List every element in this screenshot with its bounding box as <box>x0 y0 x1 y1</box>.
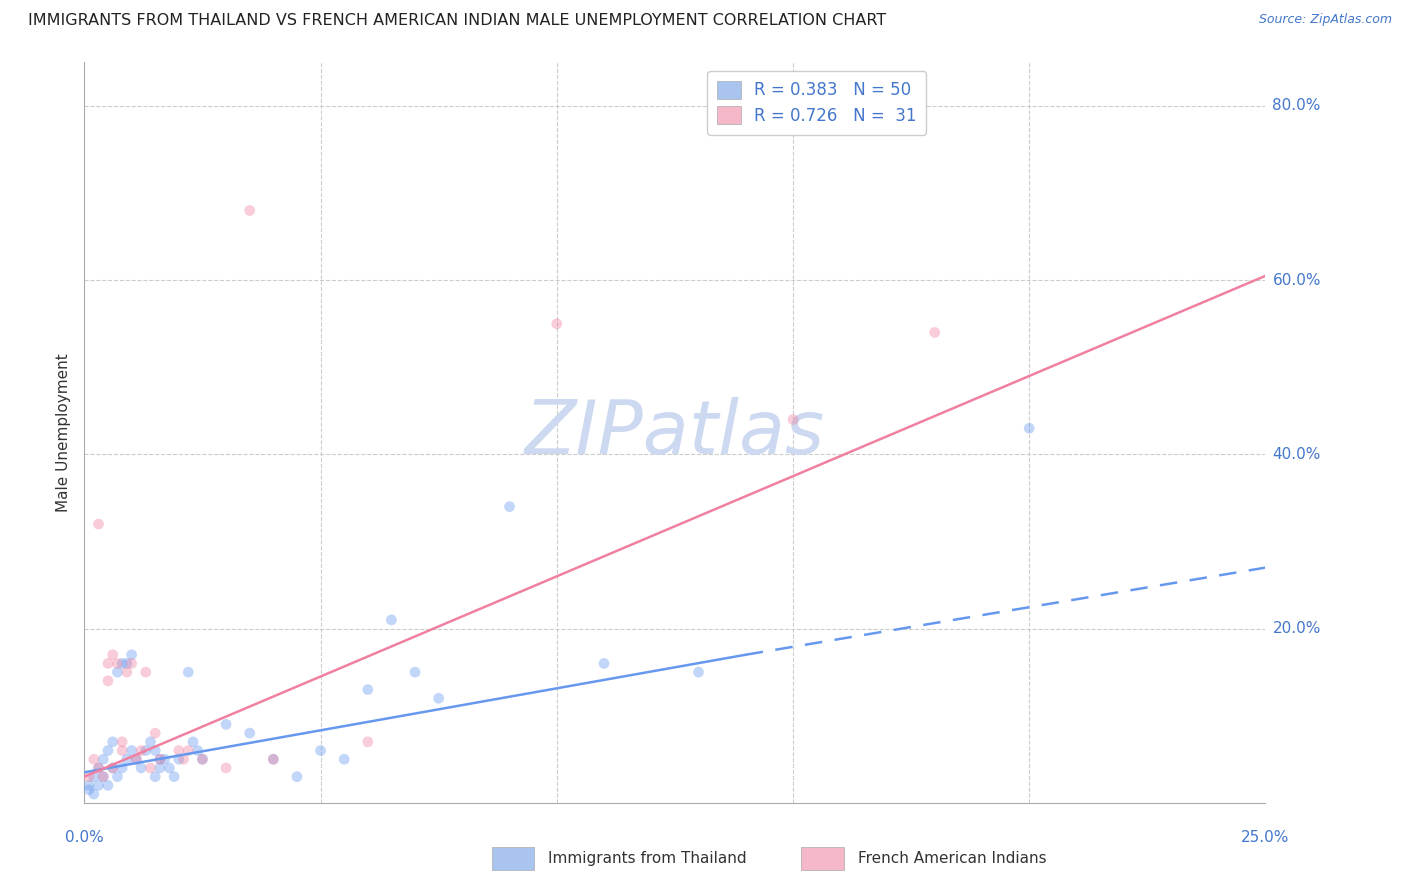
Point <box>924 326 946 340</box>
Point <box>380 613 402 627</box>
Text: 80.0%: 80.0% <box>1272 98 1320 113</box>
Point <box>91 770 114 784</box>
Point <box>149 761 172 775</box>
Text: IMMIGRANTS FROM THAILAND VS FRENCH AMERICAN INDIAN MALE UNEMPLOYMENT CORRELATION: IMMIGRANTS FROM THAILAND VS FRENCH AMERI… <box>28 13 886 29</box>
Text: 0.0%: 0.0% <box>65 830 104 845</box>
Text: ZIPatlas: ZIPatlas <box>524 397 825 468</box>
Point <box>404 665 426 680</box>
Point <box>97 743 120 757</box>
Point <box>83 752 105 766</box>
Point <box>1018 421 1040 435</box>
Point <box>135 665 157 680</box>
Point <box>191 752 214 766</box>
Point <box>215 717 238 731</box>
Point <box>143 726 166 740</box>
Point <box>285 770 308 784</box>
Legend: R = 0.383   N = 50, R = 0.726   N =  31: R = 0.383 N = 50, R = 0.726 N = 31 <box>707 70 927 135</box>
Point <box>121 743 143 757</box>
Point <box>333 752 356 766</box>
Point <box>143 743 166 757</box>
Point <box>121 648 143 662</box>
Point <box>177 665 200 680</box>
Point <box>91 770 114 784</box>
Point <box>187 743 209 757</box>
Point <box>167 743 190 757</box>
Point <box>357 682 380 697</box>
Point <box>87 761 110 775</box>
Text: 60.0%: 60.0% <box>1272 273 1320 288</box>
Point <box>115 657 138 671</box>
Point <box>111 657 134 671</box>
Point <box>87 778 110 792</box>
Point <box>107 665 129 680</box>
Text: 40.0%: 40.0% <box>1272 447 1320 462</box>
Point <box>173 752 195 766</box>
Point <box>129 761 152 775</box>
Point <box>125 752 148 766</box>
Point <box>125 752 148 766</box>
Point <box>215 761 238 775</box>
Point <box>262 752 284 766</box>
Point <box>83 787 105 801</box>
Point <box>111 735 134 749</box>
Point <box>121 657 143 671</box>
Point <box>91 752 114 766</box>
Text: 20.0%: 20.0% <box>1272 621 1320 636</box>
Point <box>129 743 152 757</box>
Point <box>107 770 129 784</box>
Point <box>97 778 120 792</box>
Point <box>143 770 166 784</box>
Point <box>97 673 120 688</box>
Point <box>239 203 262 218</box>
Text: French American Indians: French American Indians <box>858 851 1046 866</box>
Point <box>77 770 100 784</box>
Point <box>101 648 124 662</box>
Point <box>546 317 568 331</box>
Point <box>97 657 120 671</box>
Point <box>115 665 138 680</box>
Point <box>357 735 380 749</box>
Point <box>115 752 138 766</box>
Point <box>177 743 200 757</box>
Point <box>77 778 100 792</box>
Point <box>163 770 186 784</box>
Point <box>101 761 124 775</box>
Point <box>262 752 284 766</box>
Point <box>139 735 162 749</box>
Point <box>135 743 157 757</box>
Point <box>111 743 134 757</box>
Point <box>181 735 204 749</box>
Point <box>149 752 172 766</box>
Point <box>688 665 710 680</box>
Text: Immigrants from Thailand: Immigrants from Thailand <box>548 851 747 866</box>
Point <box>593 657 616 671</box>
Point <box>87 517 110 532</box>
Point <box>149 752 172 766</box>
Text: Source: ZipAtlas.com: Source: ZipAtlas.com <box>1258 13 1392 27</box>
Point <box>239 726 262 740</box>
Point <box>77 782 100 797</box>
Point <box>498 500 520 514</box>
Point <box>782 412 804 426</box>
Point <box>427 691 450 706</box>
Text: 25.0%: 25.0% <box>1241 830 1289 845</box>
Point <box>167 752 190 766</box>
Point <box>153 752 176 766</box>
Point <box>157 761 180 775</box>
Point <box>111 761 134 775</box>
Point <box>191 752 214 766</box>
Point <box>107 657 129 671</box>
Point <box>101 735 124 749</box>
Point <box>309 743 332 757</box>
Point <box>101 761 124 775</box>
Point <box>83 770 105 784</box>
Y-axis label: Male Unemployment: Male Unemployment <box>56 353 72 512</box>
Point <box>139 761 162 775</box>
Point <box>87 761 110 775</box>
